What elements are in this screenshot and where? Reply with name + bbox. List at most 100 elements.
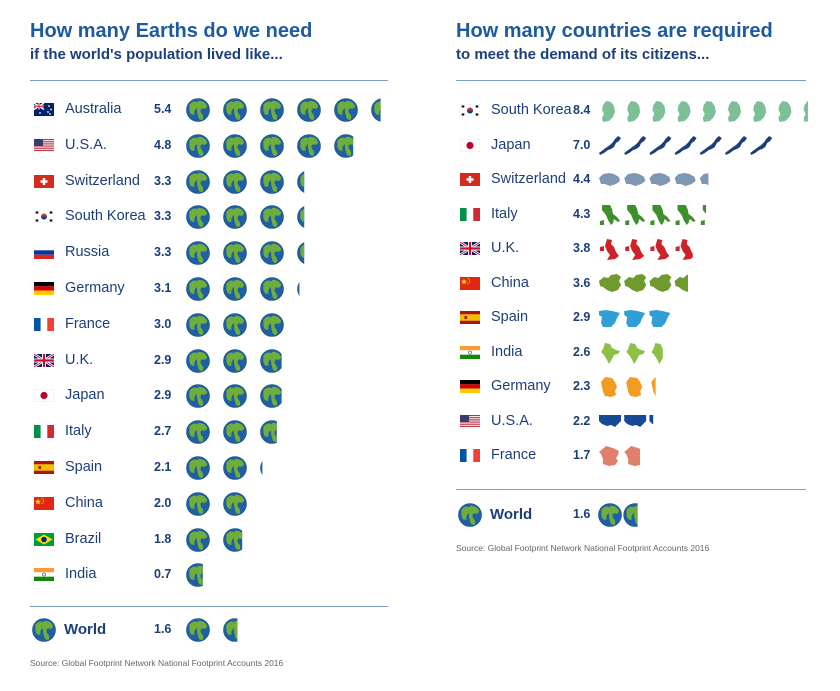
chart-row: Switzerland 4.4 <box>456 168 808 192</box>
chart-row: Germany 2.3 <box>456 375 808 399</box>
flag-south-korea-icon <box>460 104 480 117</box>
country-label: Spain <box>65 459 103 475</box>
value-label: 4.3 <box>573 206 591 221</box>
chart-row: India 0.7 <box>30 563 390 588</box>
earth-mark <box>186 98 210 122</box>
flag-usa-icon <box>460 414 480 427</box>
country-mark <box>599 135 621 155</box>
country-mark <box>600 239 619 260</box>
earth-mark <box>223 348 247 373</box>
right-rows: South Korea 8.4 Japan 7.0 Switzerland 4.4 Ital… <box>456 0 808 691</box>
country-mark <box>649 310 671 327</box>
value-label: 3.0 <box>154 316 172 331</box>
value-label: 3.3 <box>154 245 172 260</box>
chart-row: Japan 7.0 <box>456 134 808 158</box>
chart-row: Italy 2.7 <box>30 420 390 444</box>
icon-bar <box>186 527 243 552</box>
world-globe-mark <box>223 618 238 642</box>
country-label: U.K. <box>65 351 94 368</box>
world-globe-mark <box>186 618 210 642</box>
value-label: 7.0 <box>573 137 591 152</box>
value-label: 2.7 <box>154 424 172 439</box>
country-mark <box>651 377 656 397</box>
value-label: 2.3 <box>573 379 591 393</box>
chart-row: Switzerland 3.3 <box>30 169 390 194</box>
earth-mark <box>223 205 247 230</box>
icon-bar <box>601 342 663 364</box>
earth-mark <box>223 384 247 409</box>
world-icon-bar <box>186 618 238 642</box>
value-label: 3.3 <box>154 209 172 224</box>
value-label: 2.2 <box>573 413 591 428</box>
icon-bar <box>599 135 773 155</box>
flag-australia-icon <box>34 103 54 116</box>
country-label: Spain <box>491 309 529 325</box>
icon-bar <box>599 273 688 292</box>
country-mark <box>624 310 646 327</box>
country-label: U.K. <box>491 240 520 256</box>
value-label: 2.1 <box>154 460 172 474</box>
chart-row: Spain 2.1 <box>30 456 390 480</box>
flag-russia-icon <box>34 246 54 260</box>
country-mark <box>651 342 663 364</box>
flag-japan-icon <box>460 138 480 152</box>
country-mark <box>649 173 671 186</box>
icon-bar <box>600 239 693 260</box>
chart-row: China 3.6 <box>456 272 808 296</box>
world-value-label: 1.6 <box>154 622 172 636</box>
chart-row: Germany 3.1 <box>30 277 390 301</box>
world-globe-icon <box>32 618 56 642</box>
earth-mark <box>186 133 210 158</box>
icon-bar <box>601 377 656 397</box>
earth-mark <box>223 169 247 194</box>
country-mark <box>750 135 773 155</box>
earth-mark <box>297 282 300 296</box>
left-source: Source: Global Footprint Network Nationa… <box>30 658 284 668</box>
left-rows: Australia 5.4 U.S.A. 4.8 Switzerland 3.3 South… <box>30 0 390 691</box>
right-chart-subtitle: to meet the demand of its citizens... <box>456 46 710 63</box>
country-mark <box>626 342 646 364</box>
flag-south-korea-icon <box>34 210 54 224</box>
icon-bar <box>599 173 709 186</box>
icon-bar <box>186 420 277 444</box>
chart-row: Australia 5.4 <box>30 98 390 122</box>
country-mark <box>728 101 741 122</box>
country-mark <box>649 135 672 155</box>
country-mark <box>778 101 792 122</box>
icon-bar <box>186 277 300 301</box>
value-label: 1.7 <box>573 448 591 462</box>
flag-italy-icon <box>460 207 480 221</box>
country-mark <box>624 173 646 186</box>
earth-mark <box>186 241 210 265</box>
icon-bar <box>186 133 354 158</box>
flag-uk-icon <box>460 242 480 255</box>
world-icon-bar <box>598 503 638 527</box>
value-label: 8.4 <box>573 103 591 117</box>
world-globe-mark <box>598 503 622 527</box>
country-mark <box>753 101 767 122</box>
world-globe-mark <box>623 503 638 527</box>
country-label: China <box>65 494 103 511</box>
country-mark <box>702 101 716 122</box>
earth-mark <box>186 205 210 230</box>
icon-bar <box>186 348 282 373</box>
icon-bar <box>599 310 671 327</box>
earth-mark <box>260 384 282 409</box>
world-globe-icon <box>458 503 482 527</box>
flag-spain-icon <box>34 461 54 474</box>
country-mark <box>601 342 620 364</box>
earth-mark <box>186 277 210 301</box>
value-label: 3.8 <box>573 241 591 255</box>
value-label: 0.7 <box>154 567 172 582</box>
country-mark <box>599 273 621 292</box>
country-mark <box>649 414 654 424</box>
country-label: Germany <box>491 378 551 394</box>
country-mark <box>725 135 747 155</box>
earth-mark <box>223 420 247 444</box>
earth-mark <box>297 206 305 229</box>
chart-row: China 2.0 <box>30 491 390 516</box>
country-label: Switzerland <box>65 172 140 189</box>
world-label: World <box>64 621 107 638</box>
country-mark <box>625 204 646 225</box>
chart-row: U.K. 2.9 <box>30 348 390 373</box>
